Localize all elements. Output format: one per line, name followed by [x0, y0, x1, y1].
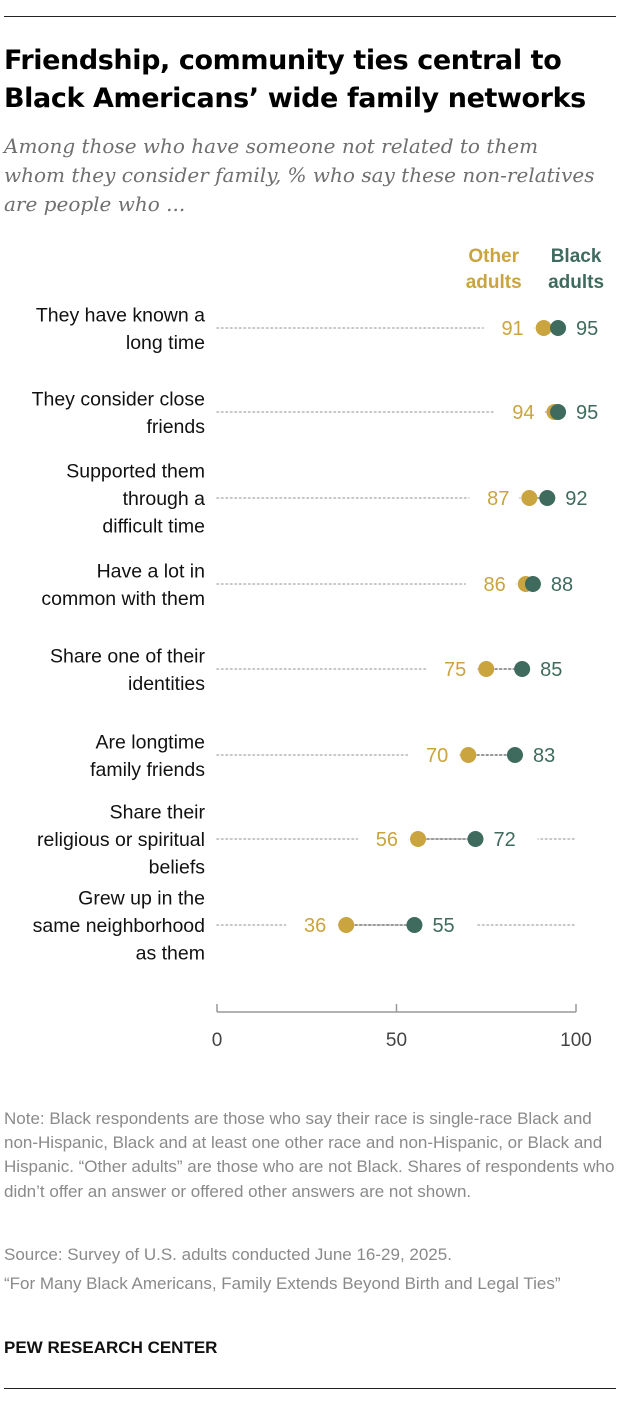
dot-black-adults [539, 490, 556, 506]
value-label-other-adults: 86 [483, 574, 505, 596]
footnote-source: Source: Survey of U.S. adults conducted … [4, 1245, 452, 1264]
dot-other-adults [460, 747, 477, 763]
dot-other-adults [521, 490, 538, 506]
label-gap [422, 913, 477, 937]
dot-plot-chart: Other adults Black adults 91 95 They have know… [32, 246, 620, 1051]
top-rule [4, 16, 616, 17]
value-label-other-adults: 94 [512, 402, 534, 424]
label-gap [408, 743, 459, 767]
label-gap [540, 572, 595, 596]
legend-other-adults: Other adults [466, 246, 522, 293]
label-gap [566, 316, 620, 340]
x-tick-label: 0 [212, 1030, 223, 1051]
chart-title: Friendship, community ties central to Bl… [4, 45, 586, 114]
dot-black-adults [467, 831, 484, 847]
value-label-black-adults: 85 [540, 659, 562, 681]
footnote-report-title: “For Many Black Americans, Family Extend… [4, 1274, 561, 1293]
dot-other-adults [338, 917, 355, 933]
category-label: Are longtime family friends [90, 731, 205, 781]
value-label-black-adults: 55 [432, 915, 454, 937]
value-label-other-adults: 87 [487, 488, 509, 510]
value-label-other-adults: 36 [304, 915, 326, 937]
dot-black-adults [550, 320, 567, 336]
x-tick-label: 100 [560, 1030, 592, 1051]
value-label-black-adults: 95 [576, 402, 598, 424]
dot-black-adults [514, 661, 531, 677]
label-gap [483, 316, 534, 340]
dot-other-adults [535, 320, 552, 336]
value-label-black-adults: 72 [493, 829, 515, 851]
label-gap [469, 486, 520, 510]
value-label-black-adults: 92 [565, 488, 587, 510]
label-gap [522, 743, 577, 767]
label-gap [494, 400, 545, 424]
category-label: Share their religious or spiritual beliefs [37, 802, 206, 879]
category-label: They consider close friends [32, 388, 206, 438]
label-gap [566, 400, 620, 424]
legend-black-adults: Black adults [548, 246, 604, 293]
value-label-other-adults: 56 [376, 829, 398, 851]
chart-subtitle: Among those who have someone not related… [4, 134, 595, 216]
label-gap [426, 657, 477, 681]
label-gap [286, 913, 337, 937]
label-gap [530, 657, 585, 681]
category-label: They have known a long time [36, 304, 205, 354]
bottom-rule [4, 1388, 616, 1389]
label-gap [555, 486, 610, 510]
dot-black-adults [506, 747, 523, 763]
category-label: Share one of their identities [50, 645, 206, 695]
value-label-black-adults: 83 [533, 745, 555, 767]
dot-black-adults [406, 917, 423, 933]
label-gap [465, 572, 516, 596]
dot-other-adults [478, 661, 495, 677]
category-label: Have a lot in common with them [41, 560, 205, 610]
org-name: PEW RESEARCH CENTER [4, 1338, 218, 1357]
x-tick-label: 50 [386, 1030, 407, 1051]
value-label-other-adults: 70 [426, 745, 448, 767]
category-label: Supported them through a difficult time [66, 461, 205, 538]
dot-black-adults [550, 404, 567, 420]
value-label-black-adults: 95 [576, 318, 598, 340]
value-label-black-adults: 88 [551, 574, 573, 596]
category-label: Grew up in the same neighborhood as them [33, 888, 205, 965]
value-label-other-adults: 75 [444, 659, 466, 681]
dot-black-adults [524, 576, 541, 592]
dot-other-adults [410, 831, 427, 847]
label-gap [483, 827, 538, 851]
value-label-other-adults: 91 [501, 318, 523, 340]
label-gap [358, 827, 409, 851]
footnote-note: Note: Black respondents are those who sa… [4, 1109, 615, 1201]
